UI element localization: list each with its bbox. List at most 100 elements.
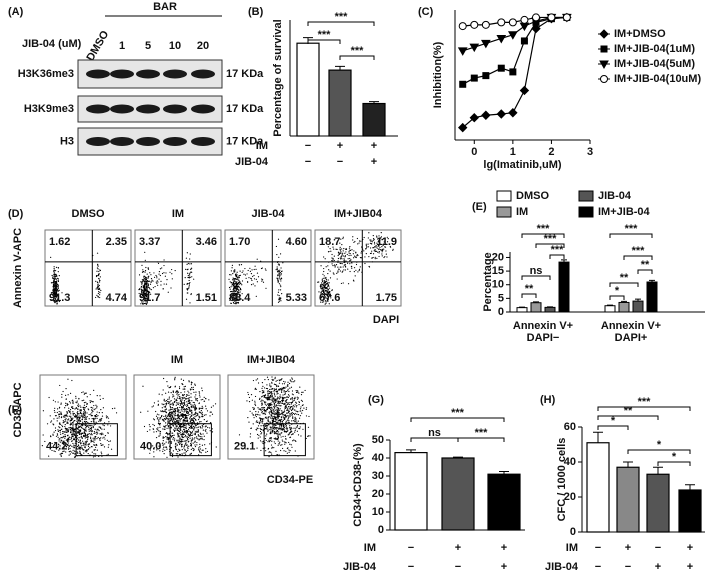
event-dot xyxy=(146,303,148,305)
event-dot xyxy=(192,414,194,416)
event-dot xyxy=(183,420,185,422)
event-dot xyxy=(156,275,158,277)
event-dot xyxy=(301,391,303,393)
event-dot xyxy=(265,424,268,427)
event-dot xyxy=(285,400,287,402)
event-dot xyxy=(72,428,74,430)
event-dot xyxy=(198,449,200,452)
x-tick-label: 0 xyxy=(471,146,477,158)
event-dot xyxy=(177,409,179,411)
event-dot xyxy=(198,415,200,417)
event-dot xyxy=(325,283,327,286)
event-dot xyxy=(166,402,168,405)
event-dot xyxy=(77,432,79,434)
event-dot xyxy=(56,420,58,422)
event-dot xyxy=(269,385,271,387)
event-dot xyxy=(190,432,192,435)
event-dot xyxy=(66,414,68,416)
event-dot xyxy=(163,377,165,380)
event-dot xyxy=(278,274,280,276)
event-dot xyxy=(84,447,86,449)
event-dot xyxy=(278,272,280,275)
event-dot xyxy=(284,443,286,445)
event-dot xyxy=(147,295,149,297)
event-dot xyxy=(343,264,345,266)
event-dot xyxy=(166,427,168,429)
event-dot xyxy=(345,251,347,253)
event-dot xyxy=(85,425,88,428)
event-dot xyxy=(187,441,189,443)
event-dot xyxy=(286,415,288,417)
event-dot xyxy=(81,413,83,415)
event-dot xyxy=(73,438,75,440)
event-dot xyxy=(196,444,198,446)
event-dot xyxy=(269,409,272,411)
event-dot xyxy=(68,409,70,412)
event-dot xyxy=(229,296,232,298)
event-dot xyxy=(323,285,325,287)
event-dot xyxy=(159,418,161,420)
event-dot xyxy=(230,286,232,288)
event-dot xyxy=(52,433,54,435)
error-bar xyxy=(607,304,613,306)
event-dot xyxy=(339,249,342,251)
event-dot xyxy=(145,294,147,296)
event-dot xyxy=(153,424,155,427)
event-dot xyxy=(78,429,80,431)
event-dot xyxy=(69,426,72,429)
event-dot xyxy=(239,281,241,284)
event-dot xyxy=(171,412,173,415)
event-dot xyxy=(323,279,325,282)
treatment-sign: + xyxy=(371,140,377,152)
event-dot xyxy=(191,434,194,436)
event-dot xyxy=(169,413,171,415)
sig-label: *** xyxy=(544,233,558,245)
event-dot xyxy=(369,252,372,255)
event-dot xyxy=(66,415,68,418)
sig-label: * xyxy=(657,439,662,451)
data-point xyxy=(520,15,529,24)
event-dot xyxy=(275,450,277,452)
event-dot xyxy=(281,387,283,390)
event-dot xyxy=(84,392,86,394)
event-dot xyxy=(236,294,238,297)
event-dot xyxy=(173,408,175,410)
event-dot xyxy=(165,412,168,414)
event-dot xyxy=(97,264,99,266)
event-dot xyxy=(152,405,155,407)
event-dot xyxy=(100,433,102,435)
event-dot xyxy=(307,426,310,428)
treatment-sign: + xyxy=(371,156,377,168)
event-dot xyxy=(270,451,272,454)
blot-row-label: H3K36me3 xyxy=(18,68,74,80)
event-dot xyxy=(279,402,281,405)
event-dot xyxy=(201,437,203,440)
event-dot xyxy=(166,438,168,440)
event-dot xyxy=(103,422,106,424)
event-dot xyxy=(202,433,204,435)
event-dot xyxy=(56,289,58,291)
x-axis-label: lg(Imatinib,uM) xyxy=(483,159,562,171)
event-dot xyxy=(267,394,269,397)
event-dot xyxy=(241,293,243,295)
event-dot xyxy=(199,446,201,448)
event-dot xyxy=(174,408,176,410)
event-dot xyxy=(174,379,176,381)
event-dot xyxy=(327,298,329,300)
event-dot xyxy=(370,239,372,241)
event-dot xyxy=(248,277,250,279)
event-dot xyxy=(153,431,155,433)
event-dot xyxy=(184,391,186,393)
event-dot xyxy=(262,425,264,427)
event-dot xyxy=(56,446,58,449)
event-dot xyxy=(195,436,198,438)
event-dot xyxy=(256,281,258,283)
event-dot xyxy=(66,431,68,433)
event-dot xyxy=(176,407,179,409)
event-dot xyxy=(372,239,374,242)
event-dot xyxy=(333,264,336,266)
event-dot xyxy=(74,423,76,425)
event-dot xyxy=(255,415,257,418)
event-dot xyxy=(270,391,273,393)
event-dot xyxy=(188,287,190,289)
